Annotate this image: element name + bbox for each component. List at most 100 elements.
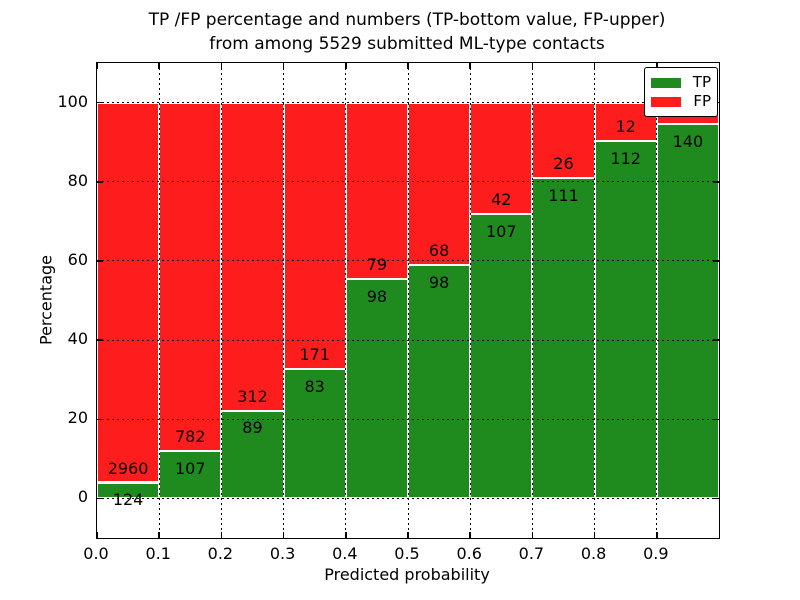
bar-segment-fp: [283, 102, 346, 370]
bar-count-label-fp: 79: [366, 255, 388, 275]
x-tick-mark-top: [158, 63, 160, 69]
x-tick-mark-top: [593, 63, 596, 69]
chart-title-line2: from among 5529 submitted ML-type contac…: [209, 34, 605, 54]
gridline-vertical: [345, 63, 347, 538]
x-tick-mark: [407, 532, 409, 538]
chart-title-line1: TP /FP percentage and numbers (TP-bottom…: [148, 10, 666, 30]
y-tick-mark-right: [713, 418, 719, 420]
bar-segment-fp: [97, 102, 160, 483]
bar-segment-tp: [283, 369, 346, 499]
bar-count-label-tp: 98: [366, 287, 388, 307]
bar-segment-tp: [594, 140, 657, 499]
gridline-vertical: [283, 63, 285, 538]
bar-segment-tp: [408, 264, 471, 499]
gridline-vertical: [469, 63, 471, 538]
x-tick-label: 0.2: [207, 544, 234, 563]
gridline-horizontal: [97, 339, 719, 341]
x-tick-mark-top: [220, 63, 223, 69]
bar-segment-fp: [159, 102, 222, 451]
bar-segment-fp: [221, 102, 284, 411]
bar-segment-fp: [408, 102, 471, 265]
x-tick-label: 0.9: [643, 544, 669, 563]
x-tick-label: 0.6: [456, 544, 482, 563]
legend-label-tp: TP: [692, 73, 711, 91]
bar-count-label-tp: 107: [175, 458, 206, 478]
chart-title: TP /FP percentage and numbers (TP-bottom…: [96, 8, 718, 56]
x-tick-label: 0.5: [394, 544, 420, 563]
y-tick-label: 60: [67, 249, 88, 269]
x-tick-label: 0.0: [83, 544, 109, 563]
y-tick-mark: [97, 260, 103, 262]
x-tick-mark-top: [282, 63, 285, 69]
x-tick-mark: [656, 532, 658, 538]
x-tick-mark: [220, 532, 223, 538]
bar-count-label-fp: 42: [491, 190, 512, 210]
y-tick-mark: [97, 497, 103, 500]
x-tick-mark: [282, 532, 285, 538]
gridline-horizontal: [97, 181, 719, 183]
y-tick-label: 80: [67, 170, 88, 190]
bar-count-label-fp: 26: [553, 153, 574, 173]
x-tick-mark: [469, 532, 471, 538]
gridline-vertical: [158, 63, 160, 538]
bar-segment-tp: [470, 214, 533, 499]
x-tick-mark: [97, 532, 98, 538]
bar-segment-tp: [656, 123, 719, 499]
bar-count-label-tp: 124: [112, 490, 144, 510]
y-tick-mark: [97, 418, 103, 420]
gridline-horizontal: [97, 260, 719, 262]
y-tick-label: 20: [67, 408, 88, 428]
x-axis-label: Predicted probability: [324, 565, 490, 584]
bar-segment-tp: [159, 450, 222, 499]
bar-count-label-fp: 312: [237, 386, 268, 406]
x-tick-mark-top: [469, 63, 471, 69]
y-tick-mark: [97, 181, 103, 183]
bar-segment-tp: [532, 177, 595, 499]
gridline-vertical: [656, 63, 658, 538]
bar-count-label-tp: 89: [242, 418, 263, 438]
legend-entry-tp: TP: [651, 73, 711, 92]
y-tick-label: 40: [67, 329, 88, 349]
x-tick-mark: [531, 532, 534, 538]
y-tick-mark-right: [713, 339, 719, 341]
x-tick-label: 0.7: [518, 544, 545, 563]
x-tick-label: 0.3: [269, 544, 296, 563]
bar-count-label-tp: 140: [672, 131, 704, 151]
bar-segment-fp: [470, 102, 533, 215]
x-tick-mark-top: [345, 63, 347, 69]
legend-swatch-fp: [651, 96, 681, 107]
bar-count-label-fp: 171: [299, 345, 330, 365]
y-tick-label: 0: [77, 487, 88, 507]
gridline-vertical: [407, 63, 409, 538]
gridline-horizontal: [97, 102, 719, 104]
x-tick-mark-top: [656, 63, 658, 69]
gridline-vertical: [531, 63, 533, 538]
x-tick-label: 0.8: [580, 544, 607, 563]
gridline-horizontal: [97, 497, 719, 499]
bar-count-label-tp: 83: [304, 376, 325, 396]
bar-count-label-fp: 2960: [107, 458, 149, 478]
y-tick-mark-right: [713, 260, 719, 262]
plot-area: 2960 124 782 107 312 89 171 83 79 98 68 98 42 107 26 11…: [96, 62, 720, 539]
y-tick-label: 100: [57, 91, 88, 111]
x-tick-label: 0.4: [332, 544, 358, 563]
x-tick-mark: [158, 532, 160, 538]
legend: TP FP: [644, 67, 718, 117]
bar-count-label-tp: 112: [610, 148, 641, 168]
x-tick-mark-top: [407, 63, 409, 69]
legend-swatch-tp: [651, 77, 681, 88]
bar-count-label-tp: 111: [548, 185, 579, 205]
y-tick-mark: [97, 101, 103, 104]
x-tick-mark-top: [97, 63, 98, 69]
bar-count-label-fp: 782: [175, 426, 206, 446]
x-tick-mark: [345, 532, 347, 538]
bar-count-label-fp: 12: [615, 117, 636, 137]
bar-segment-fp: [532, 102, 595, 178]
legend-label-fp: FP: [693, 92, 711, 110]
gridline-horizontal: [97, 418, 719, 420]
bar-segment-fp: [345, 102, 408, 280]
x-tick-label: 0.1: [145, 544, 171, 563]
y-tick-mark-right: [713, 181, 719, 183]
y-tick-mark-right: [713, 497, 719, 500]
